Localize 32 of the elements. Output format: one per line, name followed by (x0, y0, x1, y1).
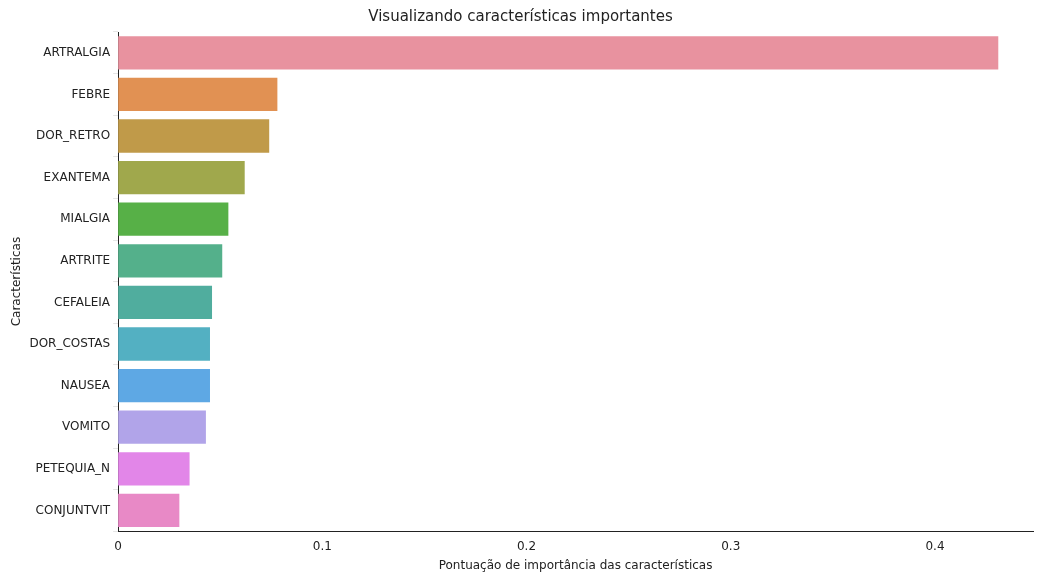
bar (118, 77, 278, 112)
x-tick-label: 0 (114, 538, 122, 553)
y-axis-title: Características (9, 236, 24, 327)
x-axis-title: Pontuação de importância das características (438, 557, 713, 572)
y-tick-label: MIALGIA (60, 211, 111, 226)
bar (118, 244, 223, 278)
x-tick-label: 0.3 (721, 538, 741, 553)
bar (118, 160, 245, 195)
bar (118, 327, 210, 361)
y-tick-label: DOR_COSTAS (29, 336, 111, 351)
y-tick-label: FEBRE (71, 86, 111, 101)
y-tick-label: ARTRITE (60, 252, 111, 267)
y-tick-label: VOMITO (61, 419, 111, 434)
bar (118, 452, 190, 486)
y-tick-label: EXANTEMA (43, 169, 111, 184)
bar (118, 410, 206, 444)
y-tick-label: PETEQUIA_N (35, 460, 111, 475)
y-tick-label: ARTRALGIA (43, 44, 111, 59)
x-tick-label: 0.4 (925, 538, 945, 553)
bar (118, 493, 180, 528)
bar (118, 368, 210, 403)
x-tick-label: 0.2 (516, 538, 537, 553)
chart-title: Visualizando características importantes (368, 6, 673, 25)
y-tick-label: CONJUNTVIT (35, 502, 111, 517)
y-tick-label: CEFALEIA (54, 294, 111, 309)
bar (118, 285, 213, 320)
bar (118, 119, 270, 153)
y-tick-label: NAUSEA (60, 377, 111, 392)
y-tick-label: DOR_RETRO (36, 128, 111, 143)
x-tick-label: 0.1 (312, 538, 332, 553)
bar (118, 202, 229, 236)
bar (118, 36, 999, 70)
